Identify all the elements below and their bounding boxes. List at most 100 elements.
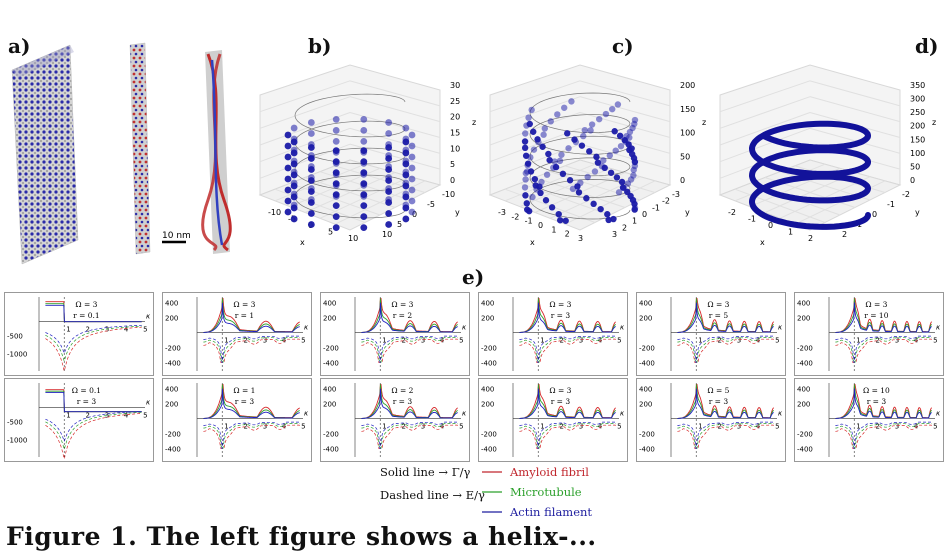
grid-line bbox=[579, 112, 671, 138]
z-tick-label: 300 bbox=[910, 95, 925, 104]
y-tick-label: 200 bbox=[639, 314, 652, 322]
monomer-sphere bbox=[307, 196, 315, 203]
y-tick-label: -10 bbox=[442, 190, 455, 199]
x-tick-label: 0 bbox=[768, 221, 773, 230]
subplot-canvas: κ 1 2 3 4 5 400 200 -200 -400 Ω = 5 r = 3 bbox=[639, 383, 783, 459]
y-tick-label: -200 bbox=[481, 344, 497, 352]
z-tick-label: 0 bbox=[910, 176, 915, 185]
y-tick-label: 200 bbox=[165, 400, 178, 408]
monomer-sphere bbox=[385, 210, 393, 217]
y-tick-label: -5 bbox=[427, 200, 435, 209]
x-tick-label: 1 bbox=[66, 326, 70, 334]
monomer-sphere bbox=[524, 206, 531, 213]
monomer-sphere bbox=[290, 215, 298, 223]
monomer-sphere bbox=[332, 160, 340, 167]
monomer-sphere bbox=[597, 205, 604, 213]
legend-amyloid: Amyloid fibril bbox=[510, 465, 589, 479]
omega-label: Ω = 3 bbox=[707, 300, 729, 309]
monomer-sphere bbox=[607, 169, 615, 176]
x-tick-label: 5 bbox=[301, 422, 305, 430]
monomer-sphere bbox=[385, 196, 393, 203]
dashed-curve bbox=[519, 337, 616, 363]
subplot-canvas: κ 1 2 3 4 5 400 200 -200 -400 Ω = 3 r = 5 bbox=[639, 297, 783, 373]
x-axis-label: x bbox=[300, 238, 305, 247]
monomer-sphere bbox=[402, 146, 410, 154]
monomer-sphere bbox=[588, 121, 596, 128]
x-tick-label: 5 bbox=[459, 422, 463, 430]
monomer-sphere bbox=[521, 184, 529, 191]
y-tick-label: -200 bbox=[323, 430, 339, 438]
x-tick-label: 1 bbox=[540, 422, 544, 430]
monomer-sphere bbox=[307, 174, 315, 181]
x-tick-label: 4 bbox=[282, 336, 287, 344]
monomer-sphere bbox=[290, 190, 298, 198]
y-tick-label: -400 bbox=[797, 445, 813, 453]
x-tick-label: 1 bbox=[66, 412, 70, 420]
x-tick-label: 3 bbox=[421, 336, 425, 344]
amyloid-structure bbox=[129, 42, 151, 255]
dashed-curve bbox=[361, 424, 458, 449]
monomer-sphere bbox=[580, 132, 587, 140]
y-tick-label: -200 bbox=[639, 344, 655, 352]
x-tick-label: 1 bbox=[551, 225, 556, 234]
monomer-sphere bbox=[584, 173, 591, 181]
y-tick-label: -400 bbox=[481, 359, 497, 367]
subplot-5: κ 1 2 3 4 5 400 200 -200 -400 Ω = 3 r = 5 bbox=[636, 292, 786, 376]
z-axis-label: z bbox=[702, 118, 706, 127]
y-tick-label: 400 bbox=[165, 299, 178, 307]
monomer-sphere bbox=[290, 146, 298, 154]
grid-line bbox=[259, 80, 351, 113]
dashed-curve bbox=[45, 324, 142, 354]
z-tick-label: 20 bbox=[450, 113, 460, 122]
subplot-11: κ 1 2 3 4 5 400 200 -200 -400 Ω = 5 r = 3 bbox=[636, 378, 786, 462]
x-tick-label: 5 bbox=[775, 336, 779, 344]
monomer-sphere bbox=[545, 150, 552, 158]
monomer-sphere bbox=[360, 193, 368, 200]
monomer-sphere bbox=[548, 204, 556, 211]
dashed-curve bbox=[677, 338, 774, 363]
x-tick-label: -1 bbox=[525, 217, 533, 226]
subplot-10: κ 1 2 3 4 5 400 200 -200 -400 Ω = 3 r = 3 bbox=[478, 378, 628, 462]
monomer-sphere bbox=[546, 156, 553, 164]
r-label: r = 3 bbox=[867, 397, 887, 406]
solid-curve bbox=[835, 388, 932, 419]
monomer-sphere bbox=[631, 206, 638, 213]
grid-line bbox=[719, 80, 811, 113]
grid-line bbox=[809, 80, 901, 107]
x-tick-label: 4 bbox=[440, 422, 445, 430]
r-label: r = 0.1 bbox=[73, 311, 100, 320]
y-tick-label: 400 bbox=[797, 299, 810, 307]
x-tick-label: 2 bbox=[565, 230, 570, 239]
monomer-sphere bbox=[360, 127, 368, 134]
monomer-sphere bbox=[586, 148, 593, 155]
monomer-sphere bbox=[360, 171, 368, 178]
y-tick-label: 2 bbox=[842, 230, 847, 239]
dashed-curve bbox=[519, 338, 616, 363]
monomer-sphere bbox=[408, 142, 416, 150]
y-tick-label: 200 bbox=[481, 400, 494, 408]
monomer-sphere bbox=[385, 221, 393, 228]
y-tick-label: -400 bbox=[323, 445, 339, 453]
monomer-sphere bbox=[360, 224, 368, 231]
x-tick-label: 3 bbox=[263, 422, 267, 430]
y-tick-label: 200 bbox=[797, 314, 810, 322]
grid-line bbox=[809, 127, 901, 154]
x-tick-label: 2 bbox=[717, 422, 721, 430]
monomer-sphere bbox=[583, 195, 590, 202]
x-tick-label: 4 bbox=[914, 336, 919, 344]
x-tick-label: 1 bbox=[698, 422, 702, 430]
r-label: r = 3 bbox=[709, 397, 729, 406]
monomer-sphere bbox=[290, 157, 298, 165]
panel-label-d: d) bbox=[915, 34, 939, 58]
monomer-sphere bbox=[402, 124, 410, 132]
monomer-sphere bbox=[528, 106, 535, 114]
panel-label-b: b) bbox=[308, 34, 332, 58]
dashed-curve bbox=[519, 423, 616, 449]
grid-line bbox=[564, 180, 656, 225]
x-tick-label: 4 bbox=[756, 336, 761, 344]
y-tick-label: 400 bbox=[481, 299, 494, 307]
x-tick-label: 4 bbox=[124, 326, 129, 334]
x-tick-label: 2 bbox=[875, 336, 879, 344]
x-tick-label: 3 bbox=[737, 336, 741, 344]
